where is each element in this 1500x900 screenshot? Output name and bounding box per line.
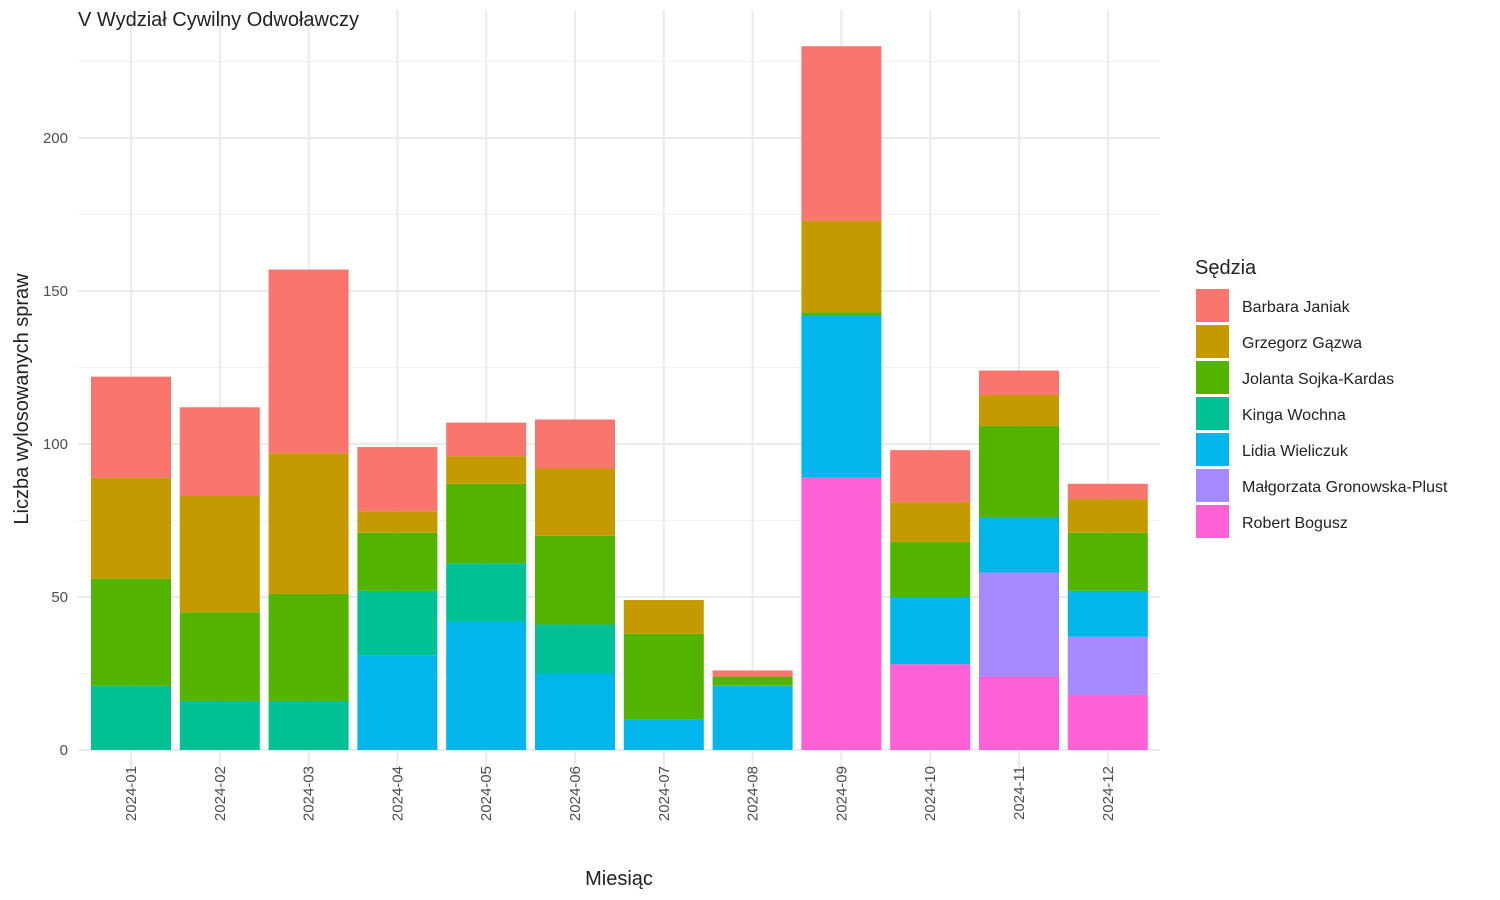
bar-segment xyxy=(357,590,438,656)
bar-segment xyxy=(91,376,171,478)
bar-segment xyxy=(179,407,260,497)
legend-swatch xyxy=(1196,361,1229,394)
chart-title: V Wydział Cywilny Odwoławczy xyxy=(78,9,359,31)
legend-label: Barbara Janiak xyxy=(1242,299,1351,316)
x-tick-label: 2024-03 xyxy=(301,766,318,821)
bar-segment xyxy=(268,593,349,702)
legend-items: Barbara Janiak Grzegorz Gązwa Jolanta Sojk… xyxy=(1196,289,1448,538)
legend-swatch xyxy=(1196,433,1229,466)
x-tick-label: 2024-09 xyxy=(833,766,850,821)
bar-segment xyxy=(979,425,1059,518)
x-tick-label: 2024-02 xyxy=(212,766,229,821)
bar-segment xyxy=(535,673,615,750)
bar-segment xyxy=(1067,483,1148,500)
bar-segment xyxy=(268,269,349,454)
y-tick-label: 100 xyxy=(43,436,68,453)
x-tick-label: 2024-08 xyxy=(745,766,762,821)
bar-segment xyxy=(801,315,882,478)
bar-segment xyxy=(446,621,527,750)
bar-segment xyxy=(979,572,1059,677)
y-tick-label: 0 xyxy=(60,742,68,759)
y-tick-label: 150 xyxy=(43,283,68,300)
bar-segment xyxy=(890,541,971,597)
legend-label: Lidia Wieliczuk xyxy=(1242,443,1349,460)
legend-label: Robert Bogusz xyxy=(1242,515,1348,532)
bar-segment xyxy=(623,633,704,720)
x-tick-label: 2024-07 xyxy=(656,766,673,821)
y-tick-label: 200 xyxy=(43,130,68,147)
bar-segment xyxy=(1067,636,1148,695)
bar-segment xyxy=(357,447,438,512)
bar-segment xyxy=(446,456,527,484)
bar-segment xyxy=(801,220,882,313)
bar-segment xyxy=(1067,499,1148,533)
legend-label: Kinga Wochna xyxy=(1242,407,1346,424)
x-tick-label: 2024-06 xyxy=(567,766,584,821)
bar-segment xyxy=(712,685,793,750)
legend-swatch xyxy=(1196,469,1229,502)
bar-segment xyxy=(801,312,882,316)
bar-segment xyxy=(91,477,171,579)
legend-title: Sędzia xyxy=(1195,257,1257,279)
bar-segment xyxy=(357,532,438,591)
legend-swatch xyxy=(1196,397,1229,430)
bar-segment xyxy=(91,685,171,750)
legend-label: Grzegorz Gązwa xyxy=(1242,335,1362,352)
bar-segment xyxy=(979,370,1059,396)
bar-segment xyxy=(890,502,971,542)
x-tick-label: 2024-04 xyxy=(389,766,406,821)
bar-segment xyxy=(979,676,1059,750)
y-axis-ticks: 0 50 100 150 200 xyxy=(43,130,68,759)
bar-segment xyxy=(890,597,971,665)
bar-segment xyxy=(91,578,171,686)
bar-segment xyxy=(446,563,527,622)
x-tick-label: 2024-12 xyxy=(1100,766,1117,821)
bar-segment xyxy=(357,655,438,750)
legend-swatch xyxy=(1196,289,1229,322)
bar-segment xyxy=(890,450,971,503)
x-tick-label: 2024-11 xyxy=(1011,766,1028,820)
bar-segment xyxy=(623,600,704,634)
bar-segment xyxy=(979,395,1059,426)
legend-label: Małgorzata Gronowska-Plust xyxy=(1242,479,1448,496)
bar-segment xyxy=(1067,694,1148,750)
legend: Sędzia Barbara Janiak Grzegorz Gązwa Jolan… xyxy=(1195,257,1448,538)
bar-segment xyxy=(1067,590,1148,637)
bar-segment xyxy=(268,701,349,750)
bar-segment xyxy=(801,477,882,750)
x-tick-label: 2024-05 xyxy=(478,766,495,821)
x-tick-label: 2024-01 xyxy=(123,766,140,821)
legend-swatch xyxy=(1196,505,1229,538)
bars xyxy=(91,46,1148,750)
bar-segment xyxy=(535,624,615,674)
bar-segment xyxy=(535,535,615,625)
bar-segment xyxy=(623,719,704,750)
bar-segment xyxy=(712,670,793,677)
bar-segment xyxy=(535,468,615,536)
legend-label: Jolanta Sojka-Kardas xyxy=(1242,371,1394,388)
bar-segment xyxy=(446,422,527,457)
bar-segment xyxy=(179,612,260,702)
bar-segment xyxy=(357,511,438,533)
bar-segment xyxy=(979,517,1059,573)
x-axis-title: Miesiąc xyxy=(585,868,653,890)
bar-segment xyxy=(890,664,971,750)
bar-segment xyxy=(446,483,527,564)
bar-segment xyxy=(712,676,793,686)
bar-segment xyxy=(179,496,260,613)
bar-segment xyxy=(535,419,615,469)
y-axis-title: Liczba wylosowanych spraw xyxy=(11,273,33,525)
x-axis-ticks: 2024-01 2024-02 2024-03 2024-04 2024-05 2024-… xyxy=(123,766,1117,821)
bar-segment xyxy=(801,46,882,221)
bar-segment xyxy=(268,453,349,594)
bar-segment xyxy=(179,701,260,750)
x-tick-label: 2024-10 xyxy=(922,766,939,821)
y-tick-label: 50 xyxy=(51,589,68,606)
bar-segment xyxy=(1067,532,1148,591)
legend-swatch xyxy=(1196,325,1229,358)
